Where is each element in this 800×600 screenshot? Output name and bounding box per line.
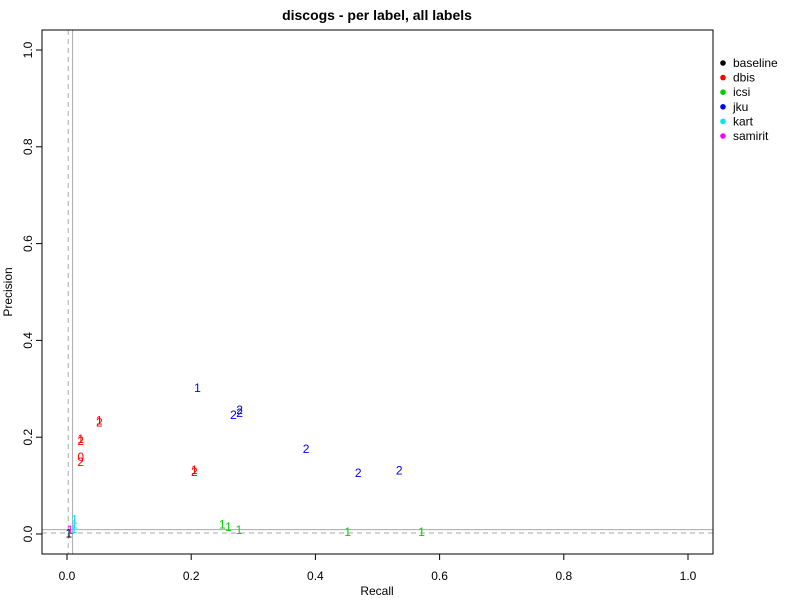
legend-marker-icsi xyxy=(720,89,726,95)
data-point-dbis-3: 2 xyxy=(77,434,84,448)
x-tick-label: 0.2 xyxy=(183,569,200,583)
data-point-dbis-6: 1 xyxy=(191,463,198,477)
legend-label-samirit: samirit xyxy=(733,129,769,143)
legend-label-baseline: baseline xyxy=(733,56,778,70)
y-tick-label: 0.0 xyxy=(21,525,35,542)
data-point-icsi-3: 1 xyxy=(344,525,351,539)
chart-title: discogs - per label, all labels xyxy=(282,7,472,23)
data-point-icsi-2: 1 xyxy=(236,523,243,537)
x-tick-label: 0.4 xyxy=(307,569,324,583)
y-tick-label: 0.6 xyxy=(21,235,35,252)
data-point-kart-2: 1 xyxy=(70,522,77,536)
y-tick-label: 1.0 xyxy=(21,41,35,58)
plot-frame xyxy=(41,29,714,555)
y-axis: 0.0 0.2 0.4 0.6 0.8 1.0 xyxy=(21,41,43,542)
x-tick-label: 0.0 xyxy=(59,569,76,583)
x-tick-label: 1.0 xyxy=(680,569,697,583)
data-point-dbis-1: 2 xyxy=(96,416,103,430)
data-point-kart-1: 1 xyxy=(71,517,78,531)
legend-label-kart: kart xyxy=(733,114,754,128)
y-tick-label: 0.4 xyxy=(21,332,35,349)
data-point-dbis-0: 1 xyxy=(96,414,103,428)
data-point-baseline-0: 1 xyxy=(66,527,73,541)
legend-marker-jku xyxy=(720,104,726,110)
data-point-jku-4: 2 xyxy=(303,442,310,456)
y-tick-label: 0.2 xyxy=(21,429,35,446)
legend-marker-samirit xyxy=(720,133,726,139)
data-point-dbis-4: 0 xyxy=(77,450,84,464)
data-point-icsi-4: 1 xyxy=(418,525,425,539)
legend-label-icsi: icsi xyxy=(733,85,750,99)
data-point-jku-5: 2 xyxy=(355,466,362,480)
reference-lines xyxy=(42,30,713,554)
legend-marker-dbis xyxy=(720,74,726,81)
data-point-dbis-5: 2 xyxy=(77,455,84,469)
data-point-jku-1: 2 xyxy=(230,408,237,422)
y-axis-title: Precision xyxy=(1,267,15,316)
x-tick-label: 0.6 xyxy=(431,569,448,583)
data-point-jku-0: 1 xyxy=(194,381,201,395)
data-point-icsi-0: 1 xyxy=(219,517,226,531)
x-tick-label: 0.8 xyxy=(555,569,572,583)
y-tick-label: 0.8 xyxy=(21,138,35,155)
legend-label-dbis: dbis xyxy=(733,71,755,85)
data-point-jku-3: 2 xyxy=(236,406,243,420)
data-point-jku-6: 2 xyxy=(396,464,403,478)
x-axis-title: Recall xyxy=(360,584,393,598)
data-point-icsi-1: 1 xyxy=(225,520,232,534)
legend-marker-kart xyxy=(720,118,726,125)
data-point-kart-0: 1 xyxy=(71,512,78,526)
x-axis: 0.0 0.2 0.4 0.6 0.8 1.0 xyxy=(59,553,697,583)
data-point-jku-2: 2 xyxy=(236,403,243,417)
legend-label-jku: jku xyxy=(732,100,748,114)
data-point-samirit-0: 1 xyxy=(67,523,74,537)
data-point-dbis-2: 1 xyxy=(77,432,84,446)
legend-marker-baseline xyxy=(720,60,726,66)
data-point-dbis-7: 2 xyxy=(191,465,198,479)
